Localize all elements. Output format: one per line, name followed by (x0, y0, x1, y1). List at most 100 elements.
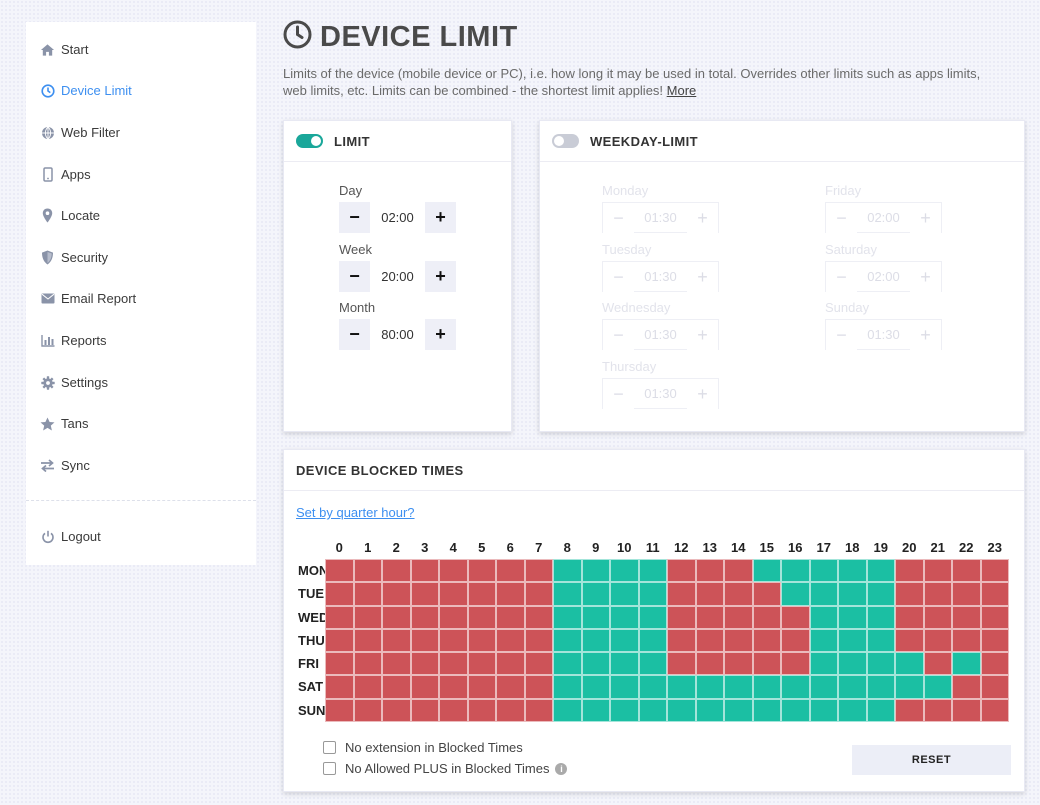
blocked-cell[interactable] (695, 652, 724, 676)
blocked-cell[interactable] (325, 605, 354, 629)
blocked-cell[interactable] (952, 605, 981, 629)
blocked-cell[interactable] (467, 652, 496, 676)
sidebar-item-security[interactable]: Security (40, 250, 108, 265)
blocked-cell[interactable] (667, 559, 696, 583)
blocked-cell[interactable] (923, 559, 952, 583)
sunday-increment-button[interactable]: + (910, 320, 941, 351)
week-increment-button[interactable]: + (425, 261, 456, 292)
sidebar-item-email-report[interactable]: Email Report (40, 291, 136, 306)
month-increment-button[interactable]: + (425, 319, 456, 350)
reset-button[interactable]: RESET (852, 745, 1011, 775)
allowed-cell[interactable] (610, 582, 639, 606)
blocked-cell[interactable] (353, 559, 382, 583)
blocked-cell[interactable] (410, 652, 439, 676)
blocked-cell[interactable] (952, 698, 981, 723)
blocked-cell[interactable] (724, 582, 753, 606)
blocked-cell[interactable] (524, 675, 553, 699)
day-increment-button[interactable]: + (425, 202, 456, 233)
blocked-cell[interactable] (724, 605, 753, 629)
sidebar-item-web-filter[interactable]: Web Filter (40, 125, 120, 140)
blocked-cell[interactable] (895, 559, 924, 583)
allowed-cell[interactable] (581, 652, 610, 676)
allowed-cell[interactable] (866, 582, 895, 606)
blocked-cell[interactable] (724, 628, 753, 653)
thursday-value[interactable]: 01:30 (644, 386, 677, 401)
allowed-cell[interactable] (638, 628, 667, 653)
allowed-cell[interactable] (809, 605, 838, 629)
blocked-cell[interactable] (410, 628, 439, 653)
allowed-cell[interactable] (638, 652, 667, 676)
allowed-cell[interactable] (667, 698, 696, 723)
allowed-cell[interactable] (895, 652, 924, 676)
allowed-cell[interactable] (695, 675, 724, 699)
blocked-cell[interactable] (980, 582, 1009, 606)
blocked-cell[interactable] (325, 675, 354, 699)
friday-value[interactable]: 02:00 (867, 210, 900, 225)
blocked-cell[interactable] (695, 605, 724, 629)
allowed-cell[interactable] (809, 628, 838, 653)
allowed-cell[interactable] (752, 675, 781, 699)
blocked-cell[interactable] (382, 559, 411, 583)
allowed-cell[interactable] (581, 582, 610, 606)
month-value[interactable]: 80:00 (381, 327, 414, 342)
blocked-cell[interactable] (923, 652, 952, 676)
blocked-cell[interactable] (353, 628, 382, 653)
no-extension-checkbox-row[interactable]: No extension in Blocked Times (323, 740, 523, 755)
allowed-cell[interactable] (838, 675, 867, 699)
week-decrement-button[interactable]: − (339, 261, 370, 292)
blocked-cell[interactable] (724, 559, 753, 583)
allowed-cell[interactable] (553, 559, 582, 583)
blocked-cell[interactable] (382, 582, 411, 606)
blocked-cell[interactable] (439, 698, 468, 723)
blocked-cell[interactable] (524, 582, 553, 606)
allowed-cell[interactable] (610, 698, 639, 723)
allowed-cell[interactable] (866, 605, 895, 629)
no-allowed-plus-checkbox-row[interactable]: No Allowed PLUS in Blocked Times i (323, 761, 568, 776)
allowed-cell[interactable] (952, 652, 981, 676)
blocked-cell[interactable] (781, 652, 810, 676)
sidebar-item-tans[interactable]: Tans (40, 416, 88, 431)
allowed-cell[interactable] (781, 582, 810, 606)
blocked-cell[interactable] (439, 605, 468, 629)
blocked-cell[interactable] (895, 582, 924, 606)
friday-decrement-button[interactable]: − (826, 203, 857, 234)
blocked-cell[interactable] (325, 628, 354, 653)
info-icon[interactable]: i (555, 762, 568, 775)
blocked-cell[interactable] (325, 559, 354, 583)
allowed-cell[interactable] (667, 675, 696, 699)
blocked-cell[interactable] (695, 559, 724, 583)
monday-increment-button[interactable]: + (687, 203, 718, 234)
allowed-cell[interactable] (553, 698, 582, 723)
blocked-cell[interactable] (524, 605, 553, 629)
blocked-cell[interactable] (439, 582, 468, 606)
allowed-cell[interactable] (610, 559, 639, 583)
blocked-cell[interactable] (667, 582, 696, 606)
weekday-limit-toggle[interactable] (552, 134, 579, 148)
allowed-cell[interactable] (781, 559, 810, 583)
wednesday-decrement-button[interactable]: − (603, 320, 634, 351)
day-value[interactable]: 02:00 (381, 210, 414, 225)
blocked-cell[interactable] (496, 582, 525, 606)
allowed-cell[interactable] (581, 675, 610, 699)
allowed-cell[interactable] (781, 675, 810, 699)
blocked-cell[interactable] (667, 652, 696, 676)
blocked-cell[interactable] (496, 628, 525, 653)
blocked-cell[interactable] (325, 652, 354, 676)
blocked-cell[interactable] (467, 559, 496, 583)
blocked-cell[interactable] (382, 675, 411, 699)
allowed-cell[interactable] (838, 652, 867, 676)
allowed-cell[interactable] (809, 652, 838, 676)
day-decrement-button[interactable]: − (339, 202, 370, 233)
allowed-cell[interactable] (638, 675, 667, 699)
tuesday-value[interactable]: 01:30 (644, 269, 677, 284)
wednesday-increment-button[interactable]: + (687, 320, 718, 351)
blocked-cell[interactable] (952, 628, 981, 653)
blocked-cell[interactable] (496, 652, 525, 676)
sidebar-item-reports[interactable]: Reports (40, 333, 107, 348)
blocked-cell[interactable] (467, 698, 496, 723)
no-extension-checkbox[interactable] (323, 741, 336, 754)
thursday-increment-button[interactable]: + (687, 379, 718, 410)
allowed-cell[interactable] (895, 675, 924, 699)
allowed-cell[interactable] (581, 698, 610, 723)
blocked-cell[interactable] (781, 605, 810, 629)
